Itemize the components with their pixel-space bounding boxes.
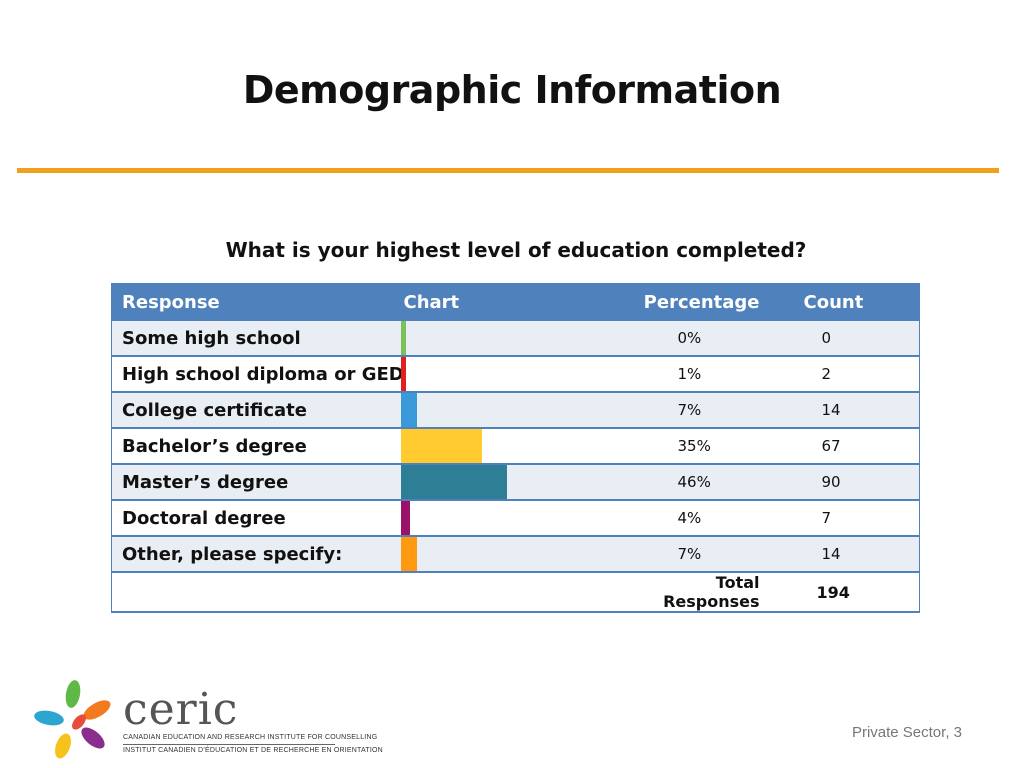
chart-cell (400, 356, 633, 393)
chart-bar (400, 429, 482, 463)
chart-cell (400, 536, 633, 573)
chart-cell (400, 500, 633, 537)
chart-bar (400, 393, 417, 427)
table-row: Master’s degree 46% 90 (111, 464, 920, 501)
table-row: Some high school 0% 0 (111, 321, 920, 357)
logo-divider (123, 744, 335, 745)
ceric-wordmark: ceric (123, 684, 239, 735)
header-count: Count (759, 283, 920, 321)
total-row: Total Responses 194 (111, 572, 920, 613)
table-row: High school diploma or GED 1% 2 (111, 356, 920, 393)
response-label: Master’s degree (111, 464, 401, 501)
table-header-row: Response Chart Percentage Count (111, 283, 920, 321)
ceric-english-name: CANADIAN EDUCATION AND RESEARCH INSTITUT… (123, 734, 378, 741)
table-row: Bachelor’s degree 35% 67 (111, 428, 920, 465)
response-label: College certificate (111, 392, 401, 429)
title-divider (17, 168, 999, 173)
chart-cell (400, 392, 633, 429)
total-spacer-chart (400, 572, 633, 613)
chart-cell (400, 321, 633, 357)
count-value: 14 (759, 536, 920, 573)
response-label: Other, please specify: (111, 536, 401, 573)
response-label: Bachelor’s degree (111, 428, 401, 465)
chart-bar (400, 357, 406, 391)
survey-question: What is your highest level of education … (225, 238, 807, 262)
response-label: Doctoral degree (111, 500, 401, 537)
header-chart: Chart (400, 283, 633, 321)
chart-cell (400, 428, 633, 465)
percentage-value: 0% (632, 321, 760, 357)
chart-cell (400, 464, 633, 501)
percentage-value: 4% (632, 500, 760, 537)
percentage-value: 1% (632, 356, 760, 393)
count-value: 90 (759, 464, 920, 501)
ceric-french-name: INSTITUT CANADIEN D’ÉDUCATION ET DE RECH… (123, 747, 383, 754)
count-value: 2 (759, 356, 920, 393)
count-value: 67 (759, 428, 920, 465)
response-label: Some high school (111, 321, 401, 357)
total-responses-label: Total Responses (632, 572, 760, 613)
slide-footer: Private Sector, 3 (851, 724, 962, 741)
chart-bar (400, 537, 417, 571)
count-value: 7 (759, 500, 920, 537)
slide-title: Demographic Information (242, 68, 782, 112)
table-row: Doctoral degree 4% 7 (111, 500, 920, 537)
response-label: High school diploma or GED (111, 356, 404, 393)
percentage-value: 7% (632, 536, 760, 573)
chart-bar (400, 321, 406, 355)
table-row: College certificate 7% 14 (111, 392, 920, 429)
table-row: Other, please specify: 7% 14 (111, 536, 920, 573)
count-value: 14 (759, 392, 920, 429)
count-value: 0 (759, 321, 920, 357)
chart-bar (400, 501, 410, 535)
table-body: Some high school 0% 0 High school diploma o… (111, 321, 920, 573)
total-responses-count: 194 (759, 572, 920, 613)
header-response: Response (111, 283, 401, 321)
ceric-logo: ceric CANADIAN EDUCATION AND RESEARCH IN… (33, 680, 383, 760)
results-table: Response Chart Percentage Count Some hig… (111, 283, 920, 613)
percentage-value: 35% (632, 428, 760, 465)
percentage-value: 46% (632, 464, 760, 501)
chart-bar (400, 465, 508, 499)
total-spacer (111, 572, 401, 613)
percentage-value: 7% (632, 392, 760, 429)
ceric-hands-icon (34, 680, 111, 759)
header-percentage: Percentage (632, 283, 760, 321)
